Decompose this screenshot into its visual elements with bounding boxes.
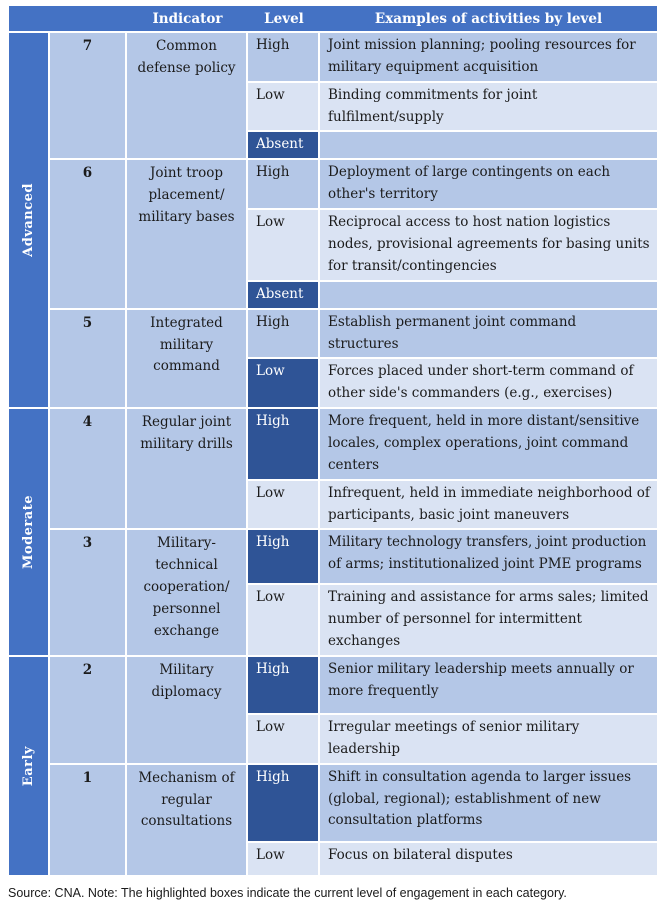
- table-row: Low Reciprocal access to host nation logi…: [8, 208, 659, 282]
- level-cell-highlighted: High: [246, 528, 320, 586]
- example-cell: More frequent, held in more distant/sens…: [318, 407, 659, 481]
- section-cell-early: Early: [7, 655, 50, 877]
- indicator-name: Integrated military command: [125, 307, 248, 410]
- table-row: Absent: [8, 130, 659, 161]
- table-row: Absent: [8, 279, 659, 310]
- level-cell: High: [246, 307, 320, 360]
- table-row: Low Infrequent, held in immediate neighbo…: [8, 478, 659, 531]
- indicator-number: 6: [48, 158, 127, 310]
- source-note: Source: CNA. Note: The highlighted boxes…: [8, 885, 567, 900]
- level-cell: Low: [246, 80, 320, 133]
- level-cell-highlighted: High: [246, 762, 320, 843]
- example-cell: Forces placed under short-term command o…: [318, 357, 659, 410]
- header-bar: Indicator Level Examples of activities b…: [7, 4, 659, 33]
- example-cell: [318, 130, 659, 161]
- table-row: Low Training and assistance for arms sale…: [8, 583, 659, 658]
- engagement-levels-table: Indicator Level Examples of activities b…: [7, 4, 659, 877]
- indicator-name: Common defense policy: [125, 30, 248, 161]
- example-cell: Senior military leadership meets annuall…: [318, 655, 659, 716]
- level-cell: Low: [246, 478, 320, 531]
- indicator-number: 7: [48, 30, 127, 161]
- level-cell-highlighted: High: [246, 655, 320, 716]
- level-cell: Low: [246, 208, 320, 282]
- example-cell: Focus on bilateral disputes: [318, 840, 659, 877]
- example-cell: [318, 279, 659, 310]
- indicator-number: 2: [48, 655, 127, 765]
- table-row: Low Binding commitments for joint fulfilm…: [8, 80, 659, 133]
- table-row: 1 Mechanism of regular consultations High S…: [8, 762, 659, 877]
- example-cell: Military technology transfers, joint pro…: [318, 528, 659, 586]
- level-cell-highlighted: High: [246, 407, 320, 481]
- table-row: Low Forces placed under short-term comman…: [8, 357, 659, 410]
- table-row: Moderate 4 Regular joint military drills Hi…: [7, 407, 659, 658]
- table-row: Low Irregular meetings of senior military…: [8, 713, 659, 765]
- level-cell-highlighted: Absent: [246, 279, 320, 310]
- example-cell: Deployment of large contingents on each …: [318, 158, 659, 211]
- section-label-advanced: Advanced: [20, 183, 36, 258]
- example-cell: Training and assistance for arms sales; …: [318, 583, 659, 658]
- section-label-moderate: Moderate: [20, 495, 36, 570]
- header-examples-label: Examples of activities by level: [374, 10, 603, 27]
- header-level-label: Level: [264, 10, 304, 27]
- indicator-number: 3: [48, 528, 127, 658]
- example-cell: Establish permanent joint command struct…: [318, 307, 659, 360]
- example-cell: Shift in consultation agenda to larger i…: [318, 762, 659, 843]
- table-row: Early 2 Military diplomacy High Senior milit…: [7, 655, 659, 877]
- example-cell: Binding commitments for joint fulfilment…: [318, 80, 659, 133]
- indicator-name: Mechanism of regular consultations: [125, 762, 248, 877]
- level-cell-highlighted: Absent: [246, 130, 320, 161]
- indicator-name: Military-technical cooperation/ personne…: [125, 528, 248, 658]
- header-indicator-label: Indicator: [152, 10, 223, 27]
- example-cell: Infrequent, held in immediate neighborho…: [318, 478, 659, 531]
- section-cell-advanced: Advanced: [7, 30, 50, 410]
- example-cell: Joint mission planning; pooling resource…: [318, 31, 659, 83]
- table-row: 6 Joint troop placement/ military bases Hi…: [8, 158, 659, 310]
- indicator-name: Regular joint military drills: [125, 407, 248, 531]
- section-label-early: Early: [20, 745, 36, 786]
- table-row: 5 Integrated military command High Establis…: [8, 307, 659, 410]
- example-cell: Irregular meetings of senior military le…: [318, 713, 659, 765]
- level-cell: High: [246, 31, 320, 83]
- level-cell-highlighted: Low: [246, 357, 320, 410]
- example-cell: Reciprocal access to host nation logisti…: [318, 208, 659, 282]
- section-cell-moderate: Moderate: [7, 407, 50, 658]
- level-cell: Low: [246, 840, 320, 877]
- indicator-number: 5: [48, 307, 127, 410]
- indicator-name: Joint troop placement/ military bases: [125, 158, 248, 310]
- table-row: 3 Military-technical cooperation/ personn…: [8, 528, 659, 658]
- indicator-name: Military diplomacy: [125, 655, 248, 765]
- table-row: Advanced 7 Common defense policy High Joint …: [7, 30, 659, 410]
- indicator-number: 4: [48, 407, 127, 531]
- level-cell: High: [246, 158, 320, 211]
- level-cell: Low: [246, 713, 320, 765]
- level-cell: Low: [246, 583, 320, 658]
- indicator-number: 1: [48, 762, 127, 877]
- header-row: Indicator Level Examples of activities b…: [7, 4, 659, 33]
